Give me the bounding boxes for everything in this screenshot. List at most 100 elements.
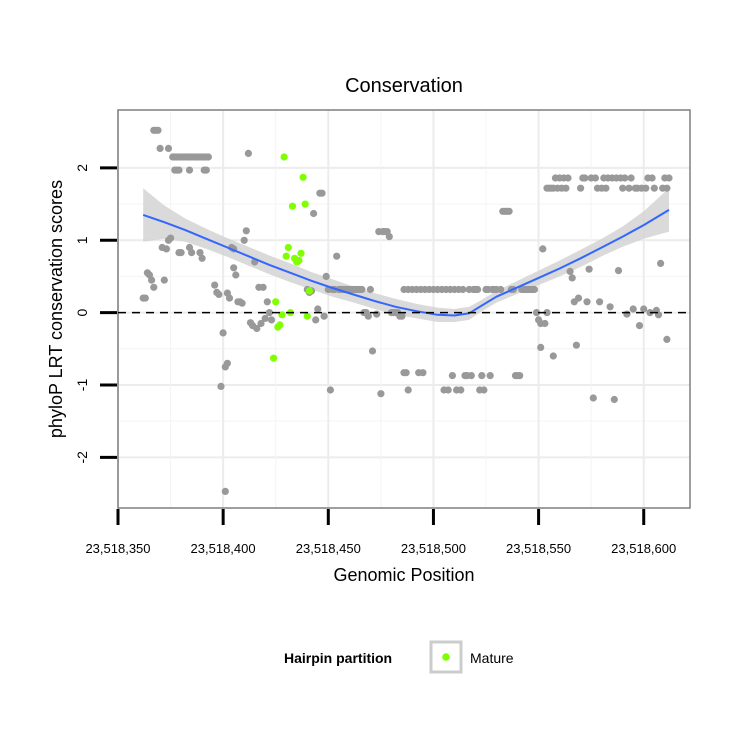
point-other [642, 184, 650, 192]
point-other [160, 276, 168, 284]
point-other [516, 372, 524, 380]
point-other [162, 245, 170, 253]
point-other [175, 166, 183, 174]
point-other [232, 271, 240, 279]
confidence-band [143, 188, 669, 322]
point-other [164, 144, 173, 152]
point-other [541, 319, 549, 328]
legend-title: Hairpin partition [284, 650, 392, 666]
point-other [614, 267, 623, 275]
confidence-band-area [143, 188, 669, 322]
legend: Hairpin partition Mature [284, 640, 514, 674]
point-mature [288, 202, 297, 210]
point-other [238, 299, 246, 307]
point-other [448, 372, 456, 380]
point-other [385, 233, 393, 241]
point-other [478, 372, 486, 380]
point-other [650, 184, 658, 192]
x-axis: 23,518,350 23,518,400 23,518,450 23,518,500… [85, 509, 676, 556]
point-other [457, 386, 465, 394]
point-other [156, 144, 164, 152]
point-mature [270, 354, 278, 362]
point-other [398, 312, 406, 320]
point-other [444, 386, 452, 394]
point-other [318, 189, 326, 197]
point-other [215, 290, 223, 299]
point-mature [303, 312, 311, 320]
point-other [368, 347, 377, 355]
point-other [366, 285, 374, 294]
point-other [459, 285, 467, 294]
point-other [623, 310, 631, 318]
point-other [219, 329, 227, 337]
point-other [663, 184, 671, 192]
smooth-line [142, 209, 670, 317]
point-other [185, 166, 194, 174]
y-tick-label: 2 [74, 164, 90, 172]
x-tick-label: 23,518,550 [506, 541, 571, 556]
point-other [257, 319, 265, 328]
y-tick-label: 1 [74, 236, 90, 244]
point-other [505, 207, 513, 215]
point-other [467, 372, 475, 380]
point-other [154, 126, 162, 134]
point-other [167, 234, 175, 242]
y-axis: -2 -1 0 1 2 [74, 164, 117, 464]
point-mature [305, 287, 313, 295]
point-other [581, 174, 589, 182]
point-other [585, 265, 593, 273]
point-other [606, 303, 614, 311]
point-other [568, 274, 576, 282]
point-other [419, 369, 427, 377]
point-other [497, 285, 505, 294]
legend-label-mature: Mature [470, 650, 514, 666]
point-other [211, 281, 219, 289]
smooth-curve [142, 209, 670, 317]
y-axis-label: phyloP LRT conservation scores [46, 180, 66, 438]
point-other [648, 174, 656, 182]
point-other [253, 324, 261, 333]
point-other [188, 249, 196, 257]
point-other [202, 166, 210, 174]
point-other [572, 341, 581, 349]
x-tick-label: 23,518,500 [401, 541, 466, 556]
point-other [532, 309, 541, 317]
point-mature [301, 200, 309, 208]
point-other [530, 285, 539, 294]
point-other [562, 184, 570, 192]
point-other [619, 184, 627, 192]
point-other [244, 149, 252, 157]
point-other [177, 249, 185, 257]
point-other [543, 309, 551, 317]
point-mature [276, 321, 284, 329]
y-tick-label: -2 [74, 451, 90, 464]
point-other [333, 252, 341, 260]
point-other [312, 316, 320, 324]
legend-key-box [429, 640, 463, 674]
point-other [577, 184, 585, 192]
legend-key-mature [442, 653, 450, 661]
point-other [261, 314, 269, 322]
point-other [574, 294, 583, 302]
point-other [629, 305, 637, 313]
point-other [259, 283, 267, 291]
point-other [263, 298, 271, 306]
chart-title: Conservation [345, 75, 463, 97]
y-tick-label: -1 [74, 379, 90, 392]
x-tick-label: 23,518,350 [85, 541, 150, 556]
point-mature [272, 298, 280, 306]
point-other [364, 312, 372, 320]
point-other [566, 267, 574, 275]
point-mature [282, 252, 290, 260]
point-other [474, 285, 482, 294]
point-other [377, 390, 385, 398]
point-other [223, 359, 231, 367]
point-other [589, 394, 597, 402]
point-other [358, 285, 366, 294]
point-other [267, 316, 276, 324]
point-other [625, 184, 633, 192]
plot-panel [117, 109, 691, 509]
point-other [539, 245, 547, 253]
point-other [621, 174, 629, 182]
